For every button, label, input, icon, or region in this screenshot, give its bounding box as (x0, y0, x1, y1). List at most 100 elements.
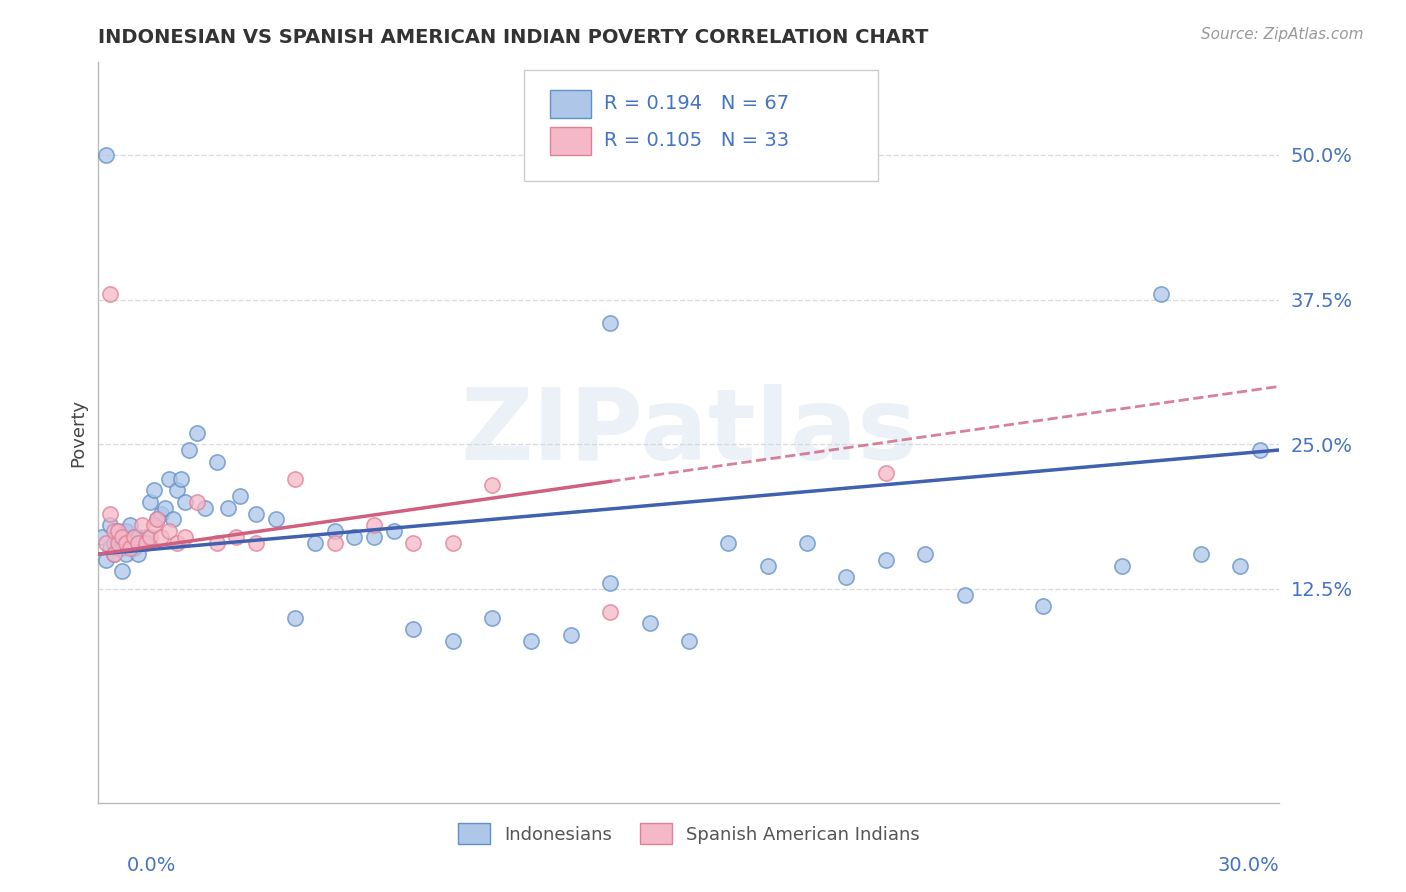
Point (264, 512, 287, 526)
Point (111, 541, 134, 556)
Point (284, 472, 307, 486)
Point (382, 524, 405, 538)
Point (98, 286, 121, 301)
Point (96, 553, 118, 567)
FancyBboxPatch shape (523, 70, 877, 181)
Point (186, 495, 208, 509)
Point (118, 541, 141, 556)
Point (796, 535, 818, 549)
Point (717, 535, 740, 549)
Point (111, 530, 134, 544)
Point (323, 524, 346, 538)
Legend: Indonesians, Spanish American Indians: Indonesians, Spanish American Indians (449, 814, 929, 853)
Point (245, 535, 267, 549)
Point (122, 530, 145, 544)
Point (914, 547, 936, 561)
Point (875, 553, 897, 567)
Text: R = 0.105   N = 33: R = 0.105 N = 33 (605, 130, 789, 150)
Point (229, 489, 252, 503)
Point (103, 535, 125, 549)
Point (115, 524, 138, 538)
Y-axis label: Poverty: Poverty (69, 399, 87, 467)
Point (157, 472, 180, 486)
Point (138, 530, 160, 544)
Point (91, 530, 114, 544)
Point (599, 316, 621, 330)
Point (127, 547, 149, 561)
Point (402, 535, 425, 549)
Point (170, 472, 193, 486)
Point (96, 148, 118, 162)
Point (96, 535, 118, 549)
Point (138, 495, 160, 509)
Text: R = 0.194   N = 67: R = 0.194 N = 67 (605, 94, 789, 112)
Point (1229, 558, 1251, 573)
Point (127, 530, 149, 544)
Point (217, 500, 239, 515)
Point (186, 425, 208, 440)
Point (107, 541, 129, 556)
Point (122, 541, 145, 556)
Point (107, 524, 129, 538)
Point (98, 507, 121, 521)
Text: Source: ZipAtlas.com: Source: ZipAtlas.com (1201, 27, 1364, 42)
Point (107, 535, 129, 549)
Point (135, 535, 157, 549)
Point (174, 495, 197, 509)
Text: INDONESIAN VS SPANISH AMERICAN INDIAN POVERTY CORRELATION CHART: INDONESIAN VS SPANISH AMERICAN INDIAN PO… (98, 28, 929, 47)
Point (225, 530, 247, 544)
Point (177, 442, 200, 457)
Point (481, 477, 503, 491)
Text: ZIPatlas: ZIPatlas (461, 384, 917, 481)
Point (245, 507, 267, 521)
Point (157, 524, 180, 538)
Point (98, 541, 121, 556)
Point (131, 518, 153, 533)
Point (166, 483, 188, 498)
Point (131, 535, 153, 549)
Point (284, 610, 307, 624)
Point (107, 524, 129, 538)
Point (118, 535, 141, 549)
Point (363, 530, 385, 544)
Point (441, 633, 464, 648)
Point (599, 605, 621, 619)
Point (678, 633, 700, 648)
Point (174, 530, 197, 544)
Point (1249, 442, 1271, 457)
Point (1032, 599, 1054, 614)
Point (520, 633, 543, 648)
Point (1189, 547, 1212, 561)
Point (103, 524, 125, 538)
Point (599, 576, 621, 591)
Point (142, 518, 165, 533)
Point (155, 500, 177, 515)
Point (205, 535, 228, 549)
Point (481, 610, 503, 624)
Point (953, 588, 976, 602)
Point (162, 512, 184, 526)
Point (194, 500, 217, 515)
Text: 30.0%: 30.0% (1218, 856, 1279, 875)
Point (638, 616, 661, 631)
Point (135, 530, 157, 544)
Point (115, 547, 138, 561)
Point (118, 518, 141, 533)
Point (441, 535, 464, 549)
Point (304, 535, 326, 549)
Point (122, 530, 145, 544)
Point (323, 535, 346, 549)
Point (150, 507, 173, 521)
Point (835, 570, 858, 584)
Point (146, 512, 169, 526)
Point (115, 535, 138, 549)
Point (560, 628, 582, 642)
Point (150, 530, 173, 544)
Point (142, 483, 165, 498)
FancyBboxPatch shape (550, 127, 591, 155)
Point (1111, 558, 1133, 573)
Point (1150, 286, 1173, 301)
Point (146, 512, 169, 526)
FancyBboxPatch shape (550, 90, 591, 118)
Point (875, 466, 897, 480)
